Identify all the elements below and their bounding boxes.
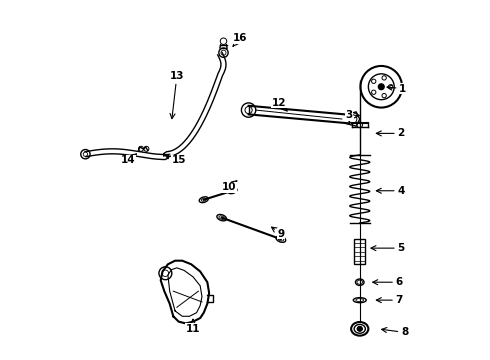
Text: 6: 6 xyxy=(373,277,403,287)
Text: 14: 14 xyxy=(121,154,136,165)
Circle shape xyxy=(378,84,384,90)
Text: 9: 9 xyxy=(271,227,284,239)
Text: 1: 1 xyxy=(387,84,406,94)
Text: 15: 15 xyxy=(165,154,186,165)
Text: 5: 5 xyxy=(371,243,405,253)
Text: 3: 3 xyxy=(345,111,359,121)
Text: 8: 8 xyxy=(382,327,408,337)
Circle shape xyxy=(357,326,362,331)
Text: 4: 4 xyxy=(376,186,405,196)
Text: 12: 12 xyxy=(272,98,287,111)
Text: 10: 10 xyxy=(221,181,237,192)
Text: 13: 13 xyxy=(170,71,184,119)
Text: 16: 16 xyxy=(232,33,247,46)
Text: 7: 7 xyxy=(376,295,403,305)
Bar xyxy=(354,239,366,264)
Text: 11: 11 xyxy=(186,319,200,334)
Text: 2: 2 xyxy=(376,129,405,138)
